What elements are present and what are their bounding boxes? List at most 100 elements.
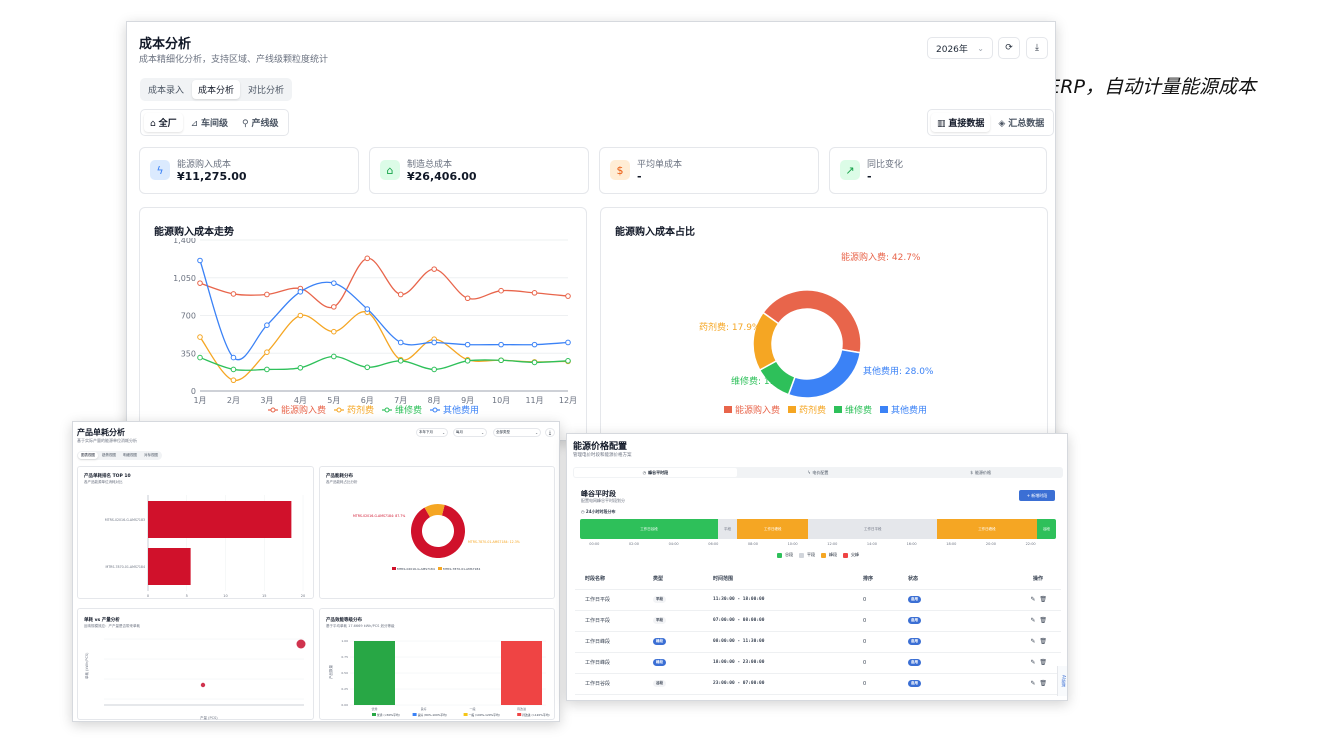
data-point — [197, 354, 203, 361]
period-order: 0 — [863, 673, 908, 695]
x-tick-label: 10 — [223, 594, 227, 598]
data-point — [230, 354, 237, 361]
tab-peak-valley[interactable]: ◷ 峰谷平时段 — [574, 468, 737, 477]
product-title: 产品单耗分析 — [77, 428, 125, 437]
type-select[interactable]: 全部类型 ⌄ — [493, 428, 541, 437]
y-tick-label: 700 — [181, 312, 196, 321]
granularity-select[interactable]: 每月 ⌄ — [453, 428, 487, 437]
chevron-down-icon: ⌄ — [535, 430, 538, 435]
donut-slice — [411, 504, 465, 558]
edit-icon[interactable]: ✎ — [1030, 659, 1036, 666]
x-tick-label: 10月 — [492, 396, 510, 405]
legend-label[interactable]: 药剂费 — [347, 404, 374, 416]
edit-icon[interactable]: ✎ — [1030, 596, 1036, 603]
tab-workshop[interactable]: ⊿ 车间级 — [190, 119, 229, 129]
delete-icon[interactable]: 🗑 — [1039, 680, 1047, 687]
x-tick-label: 11月 — [525, 396, 543, 405]
data-point — [498, 357, 504, 364]
scatter-subtitle: 反映规模效应：产产量是否带来单耗 — [84, 624, 140, 628]
rank-subtitle: 各产品能源单位消耗对比 — [84, 480, 123, 484]
legend-label[interactable]: MTRS-7870-01-AMS7184 — [443, 567, 480, 571]
kpi-label: 平均单成本 — [637, 160, 683, 170]
period-status: 启用 — [908, 610, 1023, 632]
data-point — [431, 366, 437, 373]
data-point — [264, 349, 270, 355]
price-tabs: ◷ 峰谷平时段 ϟ 电价配置 $ 能源价格 — [573, 467, 1063, 478]
tab-summary-data[interactable]: ◈ 汇总数据 — [998, 119, 1045, 129]
clock-icon: ◷ — [642, 470, 647, 475]
rank-bar-chart: 0 5 10 15 20 MTRS-02016-G-AMS7183 MTRS-7870-01… — [105, 495, 305, 598]
data-point — [565, 358, 571, 364]
legend-marker — [517, 713, 522, 716]
tab-benchmark-view[interactable]: 对标视图 — [144, 453, 158, 457]
slice-label: 药剂费: 17.9% — [699, 321, 761, 333]
tab-chart-view[interactable]: 图表视图 — [78, 452, 98, 459]
legend-label[interactable]: 优秀 (<80%平均) — [377, 713, 400, 717]
delete-icon[interactable]: 🗑 — [1039, 638, 1047, 645]
tab-energy-price[interactable]: $ 能源价格 — [970, 469, 991, 476]
x-tick-label: 4月 — [294, 396, 307, 405]
delete-icon[interactable]: 🗑 — [1039, 617, 1047, 624]
x-tick-label: 0 — [147, 594, 149, 598]
legend-label[interactable]: 其他费用 — [891, 404, 927, 416]
period-select[interactable]: 本年下月 ⌄ — [416, 428, 448, 437]
section-title: 峰谷平时段 — [581, 490, 616, 498]
export-button[interactable]: ⤓ — [545, 428, 555, 437]
time-segment: 谷段 — [1036, 519, 1056, 539]
donut-slice — [424, 504, 445, 518]
tab-detail-view[interactable]: 明细视图 — [123, 453, 137, 457]
chevron-down-icon: ⌄ — [481, 430, 484, 435]
download-button[interactable]: ⤓ — [1026, 37, 1048, 59]
table-header: 时段名称 类型 时间范围 排序 状态 操作 — [575, 568, 1061, 590]
legend-label[interactable]: 维修费 — [395, 404, 422, 416]
legend-marker — [372, 713, 376, 716]
tab-price-config[interactable]: ϟ 电价配置 — [807, 469, 829, 476]
tab-trend-view[interactable]: 趋势视图 — [102, 453, 116, 457]
data-point — [464, 295, 471, 302]
download-icon: ⤓ — [1035, 43, 1039, 53]
refresh-button[interactable]: ⟳ — [998, 37, 1020, 59]
tab-direct-data[interactable]: ▥ 直接数据 — [931, 113, 991, 132]
delete-icon[interactable]: 🗑 — [1039, 659, 1047, 666]
period-name: 工作日峰段 — [575, 652, 653, 674]
add-period-button[interactable]: + 新增时段 — [1019, 490, 1055, 501]
legend-label[interactable]: 药剂费 — [799, 404, 826, 416]
tab-cost-entry[interactable]: 成本录入 — [148, 86, 185, 96]
legend-item: 峰段 — [821, 552, 837, 558]
tab-cost-analysis[interactable]: 成本分析 — [192, 80, 241, 99]
legend-label[interactable]: 能源购入费 — [735, 404, 780, 416]
kpi-label: 同比变化 — [867, 160, 904, 170]
kpi-card-yoy-change: ↗ 同比变化 - — [829, 147, 1047, 194]
x-tick-label: 20 — [301, 594, 305, 598]
legend-label[interactable]: 能源购入费 — [281, 404, 326, 416]
edit-icon[interactable]: ✎ — [1030, 680, 1036, 687]
legend-label[interactable]: 维修费 — [845, 404, 872, 416]
price-config-window: 能源价格配置 管理电价时段和能源价格方案 ◷ 峰谷平时段 ϟ 电价配置 $ 能源价格 … — [566, 433, 1068, 701]
tab-line[interactable]: ⚲ 产线级 — [242, 119, 279, 129]
table-row: 工作日峰段 峰段 18:00:00 - 23:00:00 0 启用 ✎ 🗑 — [575, 652, 1061, 674]
legend-label[interactable]: 其他费用 — [443, 404, 479, 416]
legend-label[interactable]: MTRS-02016-G-AMS7184 — [397, 567, 435, 571]
data-tabs: ▥ 直接数据 ◈ 汇总数据 — [927, 109, 1055, 136]
legend-label[interactable]: 待改进 (>120%平均) — [522, 713, 549, 717]
edit-icon[interactable]: ✎ — [1030, 638, 1036, 645]
ai-assistant-tab[interactable]: AI助理 — [1057, 666, 1067, 696]
delete-icon[interactable]: 🗑 — [1039, 596, 1047, 603]
data-point — [498, 287, 504, 294]
product-view-tabs: 图表视图 趋势视图 明细视图 对标视图 — [77, 451, 162, 460]
year-select[interactable]: 2026年 ⌄ — [927, 37, 993, 59]
data-point — [297, 312, 304, 319]
legend-label[interactable]: 一般 (100%-120%平均) — [469, 713, 500, 717]
tab-compare[interactable]: 对比分析 — [248, 86, 285, 96]
period-status: 启用 — [908, 673, 1023, 695]
clock-icon: ◷ — [581, 509, 585, 514]
tab-plant[interactable]: ⌂ 全厂 — [144, 113, 183, 132]
x-tick-label: 6月 — [361, 396, 374, 405]
time-legend: 谷段 平段 峰段 尖峰 — [580, 552, 1056, 558]
period-order: 0 — [863, 652, 908, 674]
edit-icon[interactable]: ✎ — [1030, 617, 1036, 624]
data-point — [331, 353, 337, 360]
rank-panel: 产品单耗排名 TOP 10 各产品能源单位消耗对比 0 5 10 15 20 MTRS-0… — [77, 466, 314, 599]
legend-label[interactable]: 良好 (80%-100%平均) — [418, 713, 447, 717]
